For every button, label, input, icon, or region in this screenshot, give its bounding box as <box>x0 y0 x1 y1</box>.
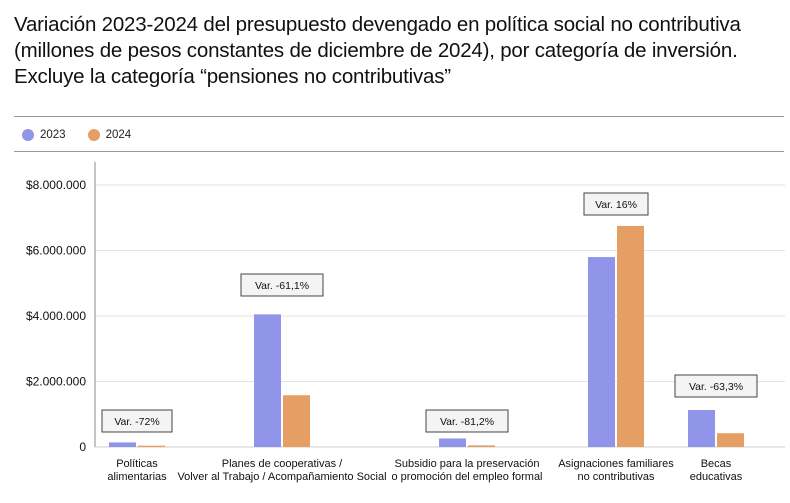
bar-2024-0 <box>138 445 165 447</box>
x-tick-label-line: Políticas <box>116 458 158 470</box>
variation-annotation-box <box>425 409 509 433</box>
legend: 2023 2024 <box>22 127 153 143</box>
x-tick-label-line: Asignaciones familiares <box>558 458 674 470</box>
x-tick-label: Subsidio para la preservación o promoción… <box>391 458 542 483</box>
legend-swatch-2024 <box>87 129 100 141</box>
bar-2024-4 <box>717 433 744 447</box>
variation-annotation-label: Var. -63,3% <box>689 381 743 393</box>
x-tick-label-line: no contributivas <box>577 471 655 483</box>
title-divider <box>14 116 784 117</box>
x-tick-label: Políticas alimentarias <box>107 458 167 483</box>
y-tick-label: $8.000.000 <box>26 178 86 192</box>
variation-annotation-box <box>674 374 758 398</box>
x-tick-label-line: Subsidio para la preservación <box>395 458 540 470</box>
bar-2023-0 <box>109 442 136 447</box>
x-tick-label-line: Planes de cooperativas / <box>222 458 343 470</box>
legend-item-2023: 2023 <box>22 129 66 141</box>
x-tick-label-line: Volver al Trabajo / Acompañamiento Socia… <box>177 471 386 483</box>
legend-item-2024: 2024 <box>87 129 132 141</box>
legend-swatch-2023 <box>22 129 34 141</box>
y-tick-label: $2.000.000 <box>26 375 86 389</box>
bar-2023-2 <box>439 438 466 447</box>
x-tick-label-line: Becas <box>701 458 732 470</box>
x-tick-label: Becas educativas <box>690 458 743 483</box>
variation-annotation-label: Var. -61,1% <box>255 280 309 292</box>
bar-2023-3 <box>588 257 615 447</box>
y-tick-label: 0 <box>79 440 86 454</box>
variation-annotation-label: Var. -72% <box>114 416 159 428</box>
variation-annotation-label: Var. 16% <box>595 199 637 211</box>
variation-annotation-label: Var. -81,2% <box>440 416 494 428</box>
legend-label-2023: 2023 <box>40 129 66 141</box>
bar-2024-2 <box>468 445 495 447</box>
x-tick-label: Asignaciones familiares no contributivas <box>558 458 674 483</box>
x-tick-label: Planes de cooperativas / Volver al Trabaj… <box>177 458 386 483</box>
variation-annotation-box <box>101 409 173 433</box>
x-tick-label-line: o promoción del empleo formal <box>391 471 542 483</box>
bar-2023-4 <box>688 409 715 447</box>
chart-title: Variación 2023-2024 del presupuesto deve… <box>14 13 741 88</box>
variation-annotation-box <box>240 273 324 297</box>
variation-annotation-box <box>583 192 649 216</box>
y-tick-label: $6.000.000 <box>26 244 86 258</box>
bar-2024-1 <box>283 395 310 447</box>
y-tick-label: $4.000.000 <box>26 309 86 323</box>
x-tick-label-line: alimentarias <box>107 471 167 483</box>
legend-divider <box>14 151 784 152</box>
bar-2023-1 <box>254 314 281 447</box>
legend-label-2024: 2024 <box>105 129 132 141</box>
x-tick-label-line: educativas <box>690 471 743 483</box>
bar-2024-3 <box>617 225 644 447</box>
